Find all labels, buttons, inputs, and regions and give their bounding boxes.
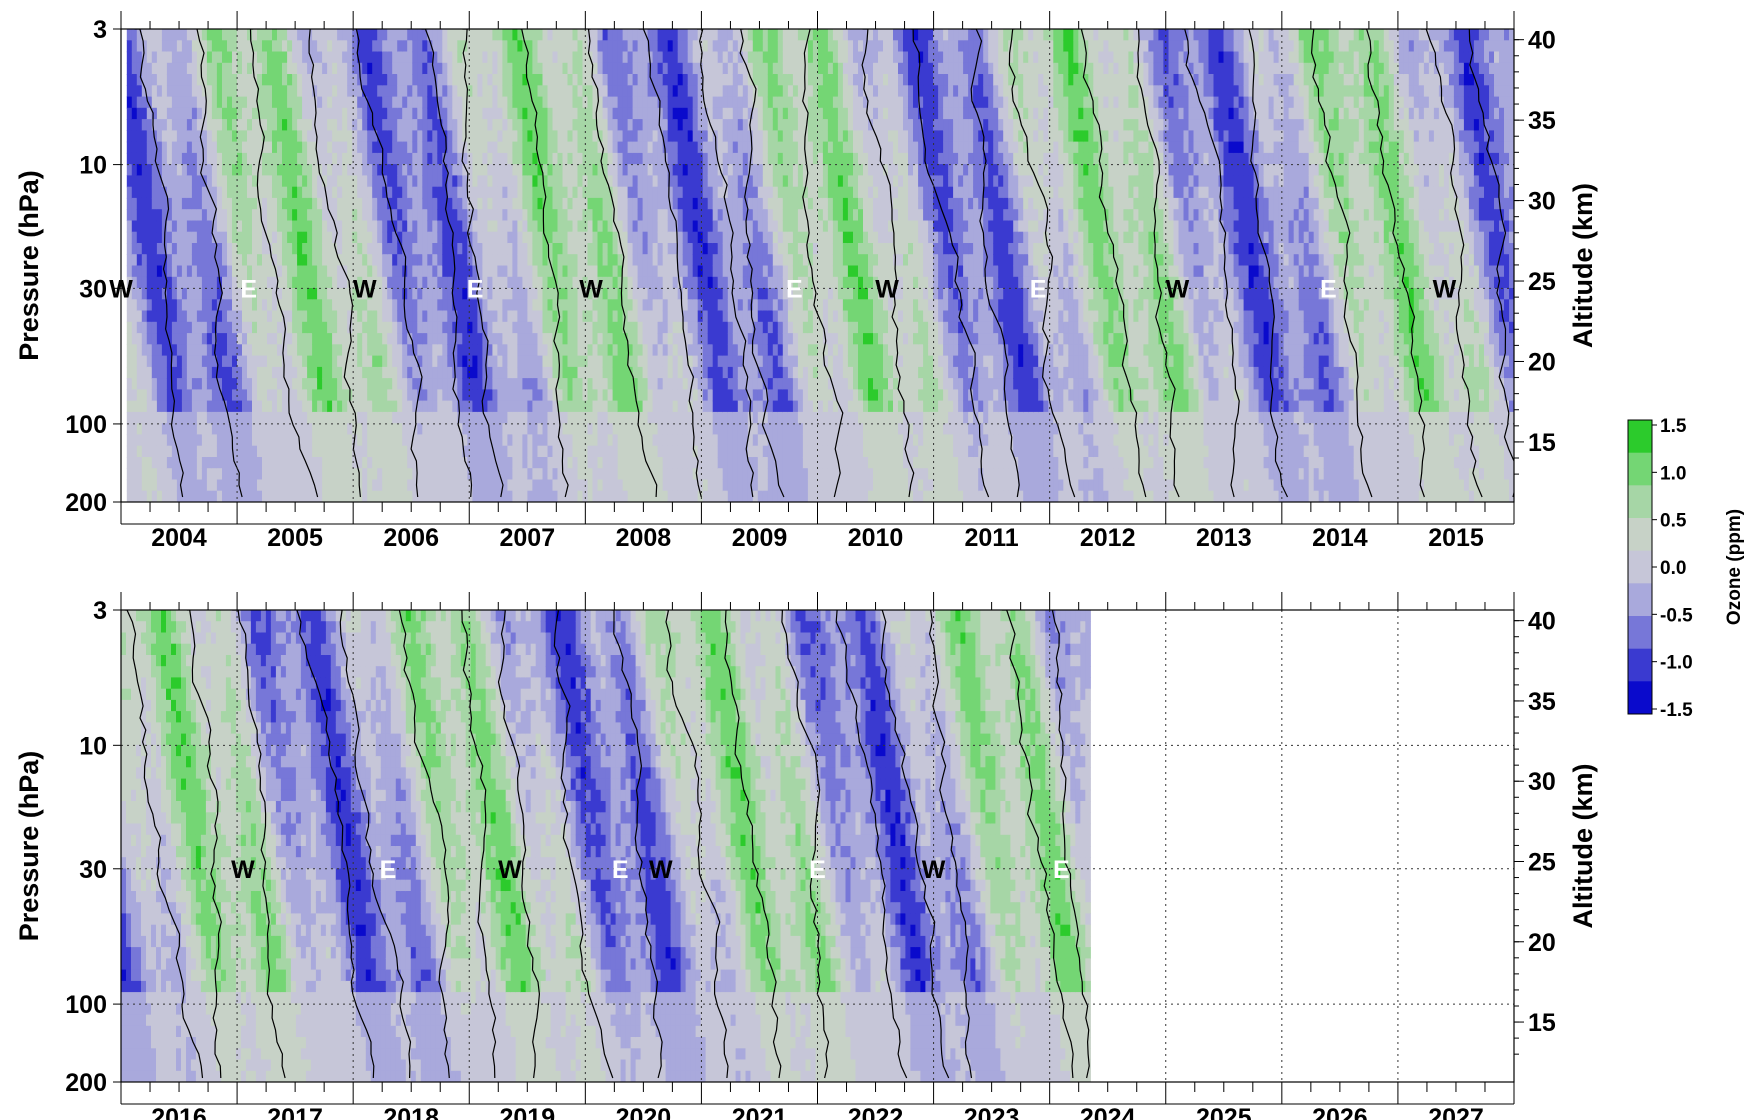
altitude-tick-label: 20 xyxy=(1528,348,1556,376)
westerly-phase-label: W xyxy=(649,856,673,884)
year-label: 2015 xyxy=(1428,524,1484,552)
year-label: 2007 xyxy=(499,524,555,552)
year-label: 2013 xyxy=(1196,524,1252,552)
colorbar-segment xyxy=(1628,452,1652,486)
pressure-tick-label: 3 xyxy=(93,16,107,44)
year-label: 2018 xyxy=(383,1104,439,1120)
westerly-phase-label: W xyxy=(922,856,946,884)
pressure-tick-label: 30 xyxy=(79,856,107,884)
pressure-tick-label: 3 xyxy=(93,597,107,625)
altitude-tick-label: 25 xyxy=(1528,848,1556,876)
colorbar-segment xyxy=(1628,420,1652,454)
westerly-phase-label: W xyxy=(231,856,255,884)
colorbar-segment xyxy=(1628,616,1652,650)
altitude-axis-title: Altitude (km) xyxy=(1568,183,1598,348)
altitude-axis-title: Altitude (km) xyxy=(1568,764,1598,929)
year-label: 2010 xyxy=(848,524,904,552)
pressure-axis-title: Pressure (hPa) xyxy=(14,170,44,361)
panel-2004-2015: 2004 2005 2006 2007 2008 2009 2010 2011 2012 2013… xyxy=(14,11,1598,552)
grid-lines xyxy=(121,29,1514,502)
pressure-axis-title: Pressure (hPa) xyxy=(14,751,44,942)
ozone-anomaly-field xyxy=(121,610,1091,1082)
easterly-phase-label: E xyxy=(1053,856,1070,884)
contour-lines xyxy=(124,610,1090,1079)
colorbar-segment xyxy=(1628,648,1652,682)
ozone-anomaly-field xyxy=(126,29,1514,502)
year-label: 2023 xyxy=(964,1104,1020,1120)
westerly-phase-label: W xyxy=(1166,275,1190,303)
year-label: 2027 xyxy=(1428,1104,1484,1120)
panel-2016-2027: 2016 2017 2018 2019 2020 2021 2022 2023 2024 2025… xyxy=(14,592,1598,1120)
westerly-phase-label: W xyxy=(1433,275,1457,303)
year-label: 2025 xyxy=(1196,1104,1252,1120)
year-label: 2005 xyxy=(267,524,323,552)
year-label: 2022 xyxy=(848,1104,904,1120)
colorbar-segment xyxy=(1628,583,1652,617)
colorbar-segment xyxy=(1628,550,1652,584)
easterly-phase-label: E xyxy=(380,856,397,884)
colorbar-tick-label: 0.5 xyxy=(1660,511,1687,532)
grid-lines xyxy=(121,610,1514,1082)
colorbar-segment xyxy=(1628,485,1652,519)
easterly-phase-label: E xyxy=(612,856,629,884)
year-label: 2004 xyxy=(151,524,207,552)
altitude-tick-label: 20 xyxy=(1528,929,1556,957)
altitude-tick-label: 15 xyxy=(1528,1009,1556,1037)
pressure-tick-label: 100 xyxy=(65,411,107,439)
year-label: 2011 xyxy=(964,524,1018,552)
altitude-tick-label: 40 xyxy=(1528,608,1556,636)
year-label: 2016 xyxy=(151,1104,207,1120)
westerly-phase-label: W xyxy=(498,856,522,884)
pressure-tick-label: 200 xyxy=(65,489,107,517)
time-ticks xyxy=(120,592,1515,1104)
colorbar-segment xyxy=(1628,518,1652,552)
year-label: 2014 xyxy=(1312,524,1368,552)
easterly-phase-label: E xyxy=(1030,275,1047,303)
year-label: 2020 xyxy=(616,1104,672,1120)
westerly-phase-label: W xyxy=(109,275,133,303)
time-ticks xyxy=(120,11,1515,524)
colorbar-tick-label: -1.0 xyxy=(1660,653,1693,674)
colorbar-segment xyxy=(1628,681,1652,715)
easterly-phase-label: E xyxy=(786,275,803,303)
pressure-tick-label: 30 xyxy=(79,275,107,303)
year-label: 2012 xyxy=(1080,524,1136,552)
altitude-tick-label: 25 xyxy=(1528,268,1556,296)
pressure-tick-label: 200 xyxy=(65,1069,107,1097)
easterly-phase-label: E xyxy=(809,856,826,884)
colorbar-tick-label: -0.5 xyxy=(1660,605,1693,626)
colorbar-tick-label: 0.0 xyxy=(1660,558,1686,579)
colorbar-tick-label: -1.5 xyxy=(1660,700,1693,721)
year-label: 2026 xyxy=(1312,1104,1368,1120)
altitude-tick-label: 40 xyxy=(1528,27,1556,55)
year-label: 2006 xyxy=(383,524,439,552)
pressure-tick-label: 100 xyxy=(65,991,107,1019)
westerly-phase-label: W xyxy=(579,275,603,303)
year-label: 2021 xyxy=(732,1104,788,1120)
altitude-tick-label: 35 xyxy=(1528,688,1556,716)
year-label: 2024 xyxy=(1080,1104,1136,1120)
year-label: 2019 xyxy=(499,1104,555,1120)
pressure-tick-label: 10 xyxy=(79,732,107,760)
year-label: 2008 xyxy=(616,524,672,552)
westerly-phase-label: W xyxy=(353,275,377,303)
easterly-phase-label: E xyxy=(240,275,257,303)
year-label: 2017 xyxy=(267,1104,323,1120)
altitude-tick-label: 30 xyxy=(1528,188,1556,216)
altitude-tick-label: 35 xyxy=(1528,107,1556,135)
easterly-phase-label: E xyxy=(467,275,484,303)
colorbar-tick-label: 1.0 xyxy=(1660,463,1686,484)
colorbar-tick-label: 1.5 xyxy=(1660,416,1687,437)
contour-lines xyxy=(134,29,1514,498)
easterly-phase-label: E xyxy=(1320,275,1337,303)
altitude-tick-label: 15 xyxy=(1528,429,1556,457)
pressure-tick-label: 10 xyxy=(79,152,107,180)
westerly-phase-label: W xyxy=(875,275,899,303)
colorbar-title: Ozone (ppm) xyxy=(1724,509,1745,625)
year-label: 2009 xyxy=(732,524,788,552)
colorbar: 1.5 1.0 0.5 0.0 -0.5 -1.0 -1.5 Ozone (ppm) xyxy=(1627,416,1745,721)
altitude-tick-label: 30 xyxy=(1528,768,1556,796)
